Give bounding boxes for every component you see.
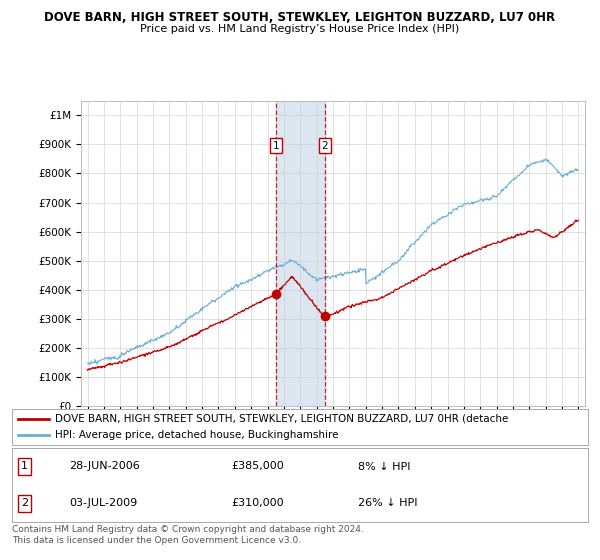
Text: 26% ↓ HPI: 26% ↓ HPI bbox=[358, 498, 417, 508]
Text: Contains HM Land Registry data © Crown copyright and database right 2024.
This d: Contains HM Land Registry data © Crown c… bbox=[12, 525, 364, 545]
Text: 2: 2 bbox=[322, 141, 328, 151]
Text: DOVE BARN, HIGH STREET SOUTH, STEWKLEY, LEIGHTON BUZZARD, LU7 0HR (detache: DOVE BARN, HIGH STREET SOUTH, STEWKLEY, … bbox=[55, 414, 509, 423]
Text: 1: 1 bbox=[21, 461, 28, 472]
Text: HPI: Average price, detached house, Buckinghamshire: HPI: Average price, detached house, Buck… bbox=[55, 431, 338, 440]
Text: 1: 1 bbox=[272, 141, 279, 151]
Text: DOVE BARN, HIGH STREET SOUTH, STEWKLEY, LEIGHTON BUZZARD, LU7 0HR: DOVE BARN, HIGH STREET SOUTH, STEWKLEY, … bbox=[44, 11, 556, 24]
Text: £385,000: £385,000 bbox=[231, 461, 284, 472]
Text: 8% ↓ HPI: 8% ↓ HPI bbox=[358, 461, 410, 472]
Text: Price paid vs. HM Land Registry’s House Price Index (HPI): Price paid vs. HM Land Registry’s House … bbox=[140, 24, 460, 34]
Text: 28-JUN-2006: 28-JUN-2006 bbox=[70, 461, 140, 472]
Text: 2: 2 bbox=[21, 498, 28, 508]
Bar bbox=[276, 101, 325, 406]
Text: 03-JUL-2009: 03-JUL-2009 bbox=[70, 498, 138, 508]
Text: £310,000: £310,000 bbox=[231, 498, 284, 508]
